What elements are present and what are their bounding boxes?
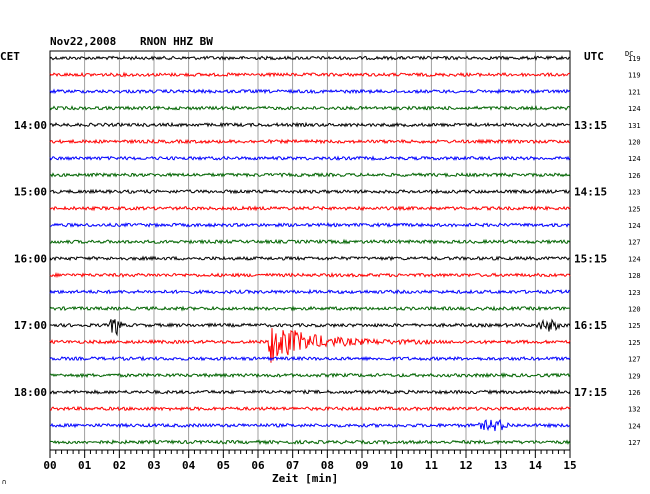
x-tick-label: 15 <box>563 459 576 472</box>
seismic-trace <box>49 439 571 446</box>
left-time-label: 15:00 <box>14 186 47 199</box>
x-tick-label: 02 <box>113 459 126 472</box>
dc-value: 132 <box>628 406 641 414</box>
trace-group <box>49 55 571 446</box>
left-time-label: 18:00 <box>14 386 47 399</box>
seismic-trace <box>49 71 570 78</box>
header-date: Nov22,2008 <box>50 35 116 48</box>
dc-value: 129 <box>628 372 641 380</box>
dc-value: 125 <box>628 205 641 213</box>
seismic-trace <box>49 171 571 178</box>
footer-mark: ∩ <box>2 478 6 486</box>
x-tick-label: 05 <box>217 459 230 472</box>
dc-value: 126 <box>628 389 641 397</box>
dc-value: 124 <box>628 422 641 430</box>
plot-frame <box>49 50 571 451</box>
x-axis-title: Zeit [min] <box>272 472 338 485</box>
dc-value: 124 <box>628 155 641 163</box>
x-tick-label: 04 <box>182 459 196 472</box>
right-time-label: 14:15 <box>574 186 607 199</box>
dc-value: 123 <box>628 189 641 197</box>
seismic-trace <box>49 121 571 128</box>
dc-value: 120 <box>628 139 641 147</box>
x-tick-label: 00 <box>43 459 56 472</box>
seismic-trace <box>49 155 571 162</box>
dc-value: 131 <box>628 122 641 130</box>
right-time-label: 15:15 <box>574 252 607 265</box>
seismic-trace <box>50 222 571 229</box>
x-tick-label: 11 <box>425 459 439 472</box>
chart-grid <box>49 50 571 451</box>
seismic-trace <box>49 418 571 432</box>
seismic-trace <box>49 188 571 195</box>
header-station: RNON HHZ BW <box>140 35 213 48</box>
dc-value: 124 <box>628 222 641 230</box>
dc-value: 124 <box>628 255 641 263</box>
x-tick-label: 06 <box>251 459 265 472</box>
x-tick-label: 09 <box>355 459 368 472</box>
seismic-trace <box>49 55 571 61</box>
x-axis: 00 01 02 03 04 05 06 07 08 09 10 11 12 13 14 15 <box>43 449 577 472</box>
dc-value: 127 <box>628 439 641 447</box>
left-time-label: 17:00 <box>14 319 47 332</box>
left-time-label: 14:00 <box>14 119 47 132</box>
right-axis-label: UTC <box>584 50 604 63</box>
seismic-trace <box>49 238 571 245</box>
seismic-trace <box>49 255 570 262</box>
axis-labels: 14:00 15:00 16:00 17:00 18:00 13:15 14:15 15:15… <box>14 55 641 447</box>
x-tick-label: 14 <box>529 459 543 472</box>
seismic-trace <box>49 328 571 363</box>
seismic-trace <box>49 138 571 145</box>
seismic-trace <box>49 372 571 379</box>
seismic-trace <box>49 105 571 111</box>
x-tick-label: 01 <box>78 459 92 472</box>
dc-value: 125 <box>628 339 641 347</box>
left-axis-label: CET <box>0 50 20 63</box>
dc-value: 127 <box>628 356 641 364</box>
seismic-trace <box>49 88 571 95</box>
x-tick-label: 03 <box>147 459 160 472</box>
dc-value: 119 <box>628 55 641 63</box>
dc-value: 121 <box>628 88 641 96</box>
seismic-trace <box>49 389 571 395</box>
seismic-trace <box>49 318 571 337</box>
right-time-label: 17:15 <box>574 386 607 399</box>
x-tick-label: 10 <box>390 459 403 472</box>
left-time-label: 16:00 <box>14 252 47 265</box>
seismic-trace <box>49 205 571 212</box>
right-time-label: 16:15 <box>574 319 607 332</box>
seismic-trace <box>49 355 571 362</box>
dc-label: DC <box>625 50 633 58</box>
x-tick-label: 12 <box>459 459 472 472</box>
dc-value: 120 <box>628 306 641 314</box>
seismic-trace <box>49 288 571 295</box>
x-tick-label: 13 <box>494 459 507 472</box>
dc-value: 126 <box>628 172 641 180</box>
dc-value: 124 <box>628 105 641 113</box>
dc-value: 125 <box>628 322 641 330</box>
dc-value: 123 <box>628 289 641 297</box>
x-tick-label: 07 <box>286 459 299 472</box>
dc-value: 128 <box>628 272 641 280</box>
seismic-trace <box>49 272 571 279</box>
seismic-trace <box>49 305 571 312</box>
x-tick-label: 08 <box>321 459 334 472</box>
seismic-trace <box>49 405 571 412</box>
dc-value: 119 <box>628 72 641 80</box>
dc-value: 127 <box>628 239 641 247</box>
right-time-label: 13:15 <box>574 119 607 132</box>
